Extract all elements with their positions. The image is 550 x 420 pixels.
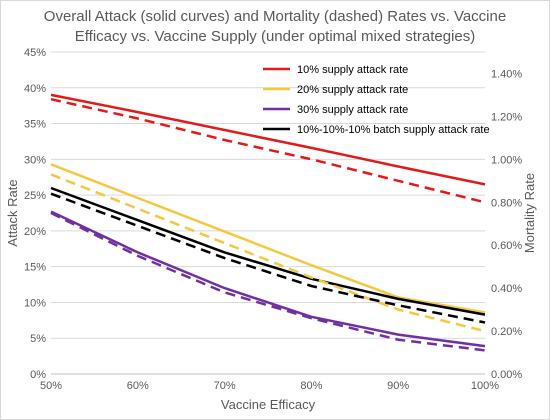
chart-title: Overall Attack (solid curves) and Mortal… [1, 7, 549, 47]
y2-tick-label-4: 0.80% [491, 197, 522, 209]
x-axis-title: Vaccine Efficacy [221, 397, 316, 412]
y-tick-label-6: 30% [24, 154, 46, 166]
y-tick-label-9: 45% [24, 47, 46, 59]
y-tick-label-0: 0% [30, 369, 46, 381]
x-axis-ticks: 50% 60% 70% 80% 90% 100% [40, 380, 499, 392]
y-tick-label-5: 25% [24, 190, 46, 202]
gridlines [51, 51, 485, 339]
series-line-4-dashed [50, 97, 486, 204]
y-tick-label-8: 40% [24, 83, 46, 95]
x-tick-label-0: 50% [40, 380, 62, 392]
y2-axis-title: Mortality Rate [522, 173, 537, 253]
series-line-3-solid [50, 186, 486, 316]
y2-tick-label-5: 1.00% [491, 154, 522, 166]
y2-tick-label-1: 0.20% [491, 326, 522, 338]
left-axis-ticks: 0% 5% 10% 15% 20% 25% 30% 35% 40% 45% [24, 47, 46, 381]
x-tick-label-5: 100% [471, 380, 499, 392]
y-tick-label-7: 35% [24, 119, 46, 131]
x-tick-label-4: 90% [387, 380, 409, 392]
x-tick-label-3: 80% [300, 380, 322, 392]
right-axis-ticks: 0.00% 0.20% 0.40% 0.60% 0.80% 1.00% 1.20% 1.40% [491, 68, 522, 381]
series-line-6-dashed [50, 211, 486, 352]
legend: 10% supply attack rate 20% supply attack … [263, 64, 490, 136]
y-tick-label-3: 15% [24, 262, 46, 274]
y2-tick-label-7: 1.40% [491, 68, 522, 80]
chart-title-line-2: Efficacy vs. Vaccine Supply (under optim… [74, 28, 476, 45]
y-tick-label-1: 5% [30, 333, 46, 345]
series-line-7-dashed [50, 192, 486, 324]
legend-label-0: 10% supply attack rate [297, 64, 408, 76]
series-lines [50, 93, 486, 352]
y2-tick-label-0: 0.00% [491, 369, 522, 381]
y2-tick-label-6: 1.20% [491, 111, 522, 123]
y-tick-label-2: 10% [24, 297, 46, 309]
y2-tick-label-2: 0.40% [491, 283, 522, 295]
series-line-0-solid [50, 93, 486, 186]
series-line-1-solid [50, 163, 486, 314]
y-tick-label-4: 20% [24, 226, 46, 238]
legend-label-1: 20% supply attack rate [297, 84, 408, 96]
y-axis-title: Attack Rate [5, 179, 20, 246]
chart-title-line-1: Overall Attack (solid curves) and Mortal… [43, 8, 507, 25]
x-tick-label-2: 70% [214, 380, 236, 392]
x-tick-label-1: 60% [127, 380, 149, 392]
series-line-5-dashed [50, 173, 486, 333]
series-line-2-solid [50, 210, 486, 348]
legend-label-2: 30% supply attack rate [297, 104, 408, 116]
legend-label-3: 10%-10%-10% batch supply attack rate [297, 124, 490, 136]
y2-tick-label-3: 0.60% [491, 240, 522, 252]
